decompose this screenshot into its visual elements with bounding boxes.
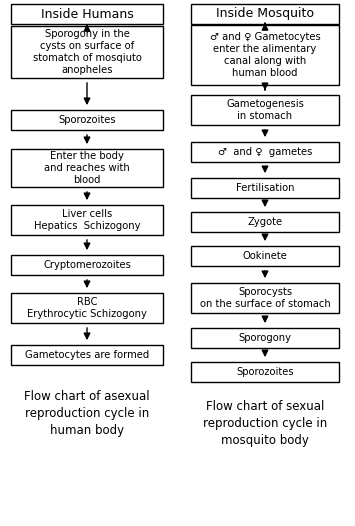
- Text: Sporozoites: Sporozoites: [236, 367, 294, 377]
- FancyBboxPatch shape: [11, 26, 163, 78]
- FancyBboxPatch shape: [11, 205, 163, 235]
- FancyBboxPatch shape: [191, 4, 339, 24]
- Text: Flow chart of sexual
reproduction cycle in
mosquito body: Flow chart of sexual reproduction cycle …: [203, 400, 327, 447]
- FancyBboxPatch shape: [191, 246, 339, 266]
- Text: Liver cells
Hepatics  Schizogony: Liver cells Hepatics Schizogony: [34, 209, 140, 231]
- FancyBboxPatch shape: [191, 142, 339, 162]
- Text: Ookinete: Ookinete: [242, 251, 288, 261]
- FancyBboxPatch shape: [191, 178, 339, 198]
- FancyBboxPatch shape: [191, 212, 339, 232]
- FancyBboxPatch shape: [191, 95, 339, 125]
- Text: Enter the body
and reaches with
blood: Enter the body and reaches with blood: [44, 151, 130, 185]
- Text: ♂  and ♀  gametes: ♂ and ♀ gametes: [218, 147, 312, 157]
- FancyBboxPatch shape: [11, 345, 163, 365]
- FancyBboxPatch shape: [191, 283, 339, 313]
- FancyBboxPatch shape: [11, 4, 163, 24]
- Text: RBC
Erythrocytic Schizogony: RBC Erythrocytic Schizogony: [27, 297, 147, 319]
- FancyBboxPatch shape: [191, 25, 339, 85]
- Text: Sporogony in the
cysts on surface of
stomatch of mosqiuto
anopheles: Sporogony in the cysts on surface of sto…: [33, 29, 141, 75]
- Text: Fertilisation: Fertilisation: [236, 183, 294, 193]
- Text: Inside Mosquito: Inside Mosquito: [216, 7, 314, 21]
- FancyBboxPatch shape: [191, 328, 339, 348]
- Text: Inside Humans: Inside Humans: [40, 7, 133, 21]
- FancyBboxPatch shape: [191, 362, 339, 382]
- FancyBboxPatch shape: [11, 255, 163, 275]
- FancyBboxPatch shape: [11, 149, 163, 187]
- FancyBboxPatch shape: [11, 110, 163, 130]
- Text: Zygote: Zygote: [247, 217, 283, 227]
- FancyBboxPatch shape: [11, 293, 163, 323]
- Text: Gametocytes are formed: Gametocytes are formed: [25, 350, 149, 360]
- Text: ♂ and ♀ Gametocytes
enter the alimentary
canal along with
human blood: ♂ and ♀ Gametocytes enter the alimentary…: [209, 32, 320, 78]
- Text: Sporozoites: Sporozoites: [58, 115, 116, 125]
- Text: Flow chart of asexual
reproduction cycle in
human body: Flow chart of asexual reproduction cycle…: [24, 390, 150, 437]
- Text: Sporogony: Sporogony: [239, 333, 291, 343]
- Text: Sporocysts
on the surface of stomach: Sporocysts on the surface of stomach: [200, 287, 331, 309]
- Text: Cryptomerozoites: Cryptomerozoites: [43, 260, 131, 270]
- Text: Gametogenesis
in stomach: Gametogenesis in stomach: [226, 99, 304, 121]
